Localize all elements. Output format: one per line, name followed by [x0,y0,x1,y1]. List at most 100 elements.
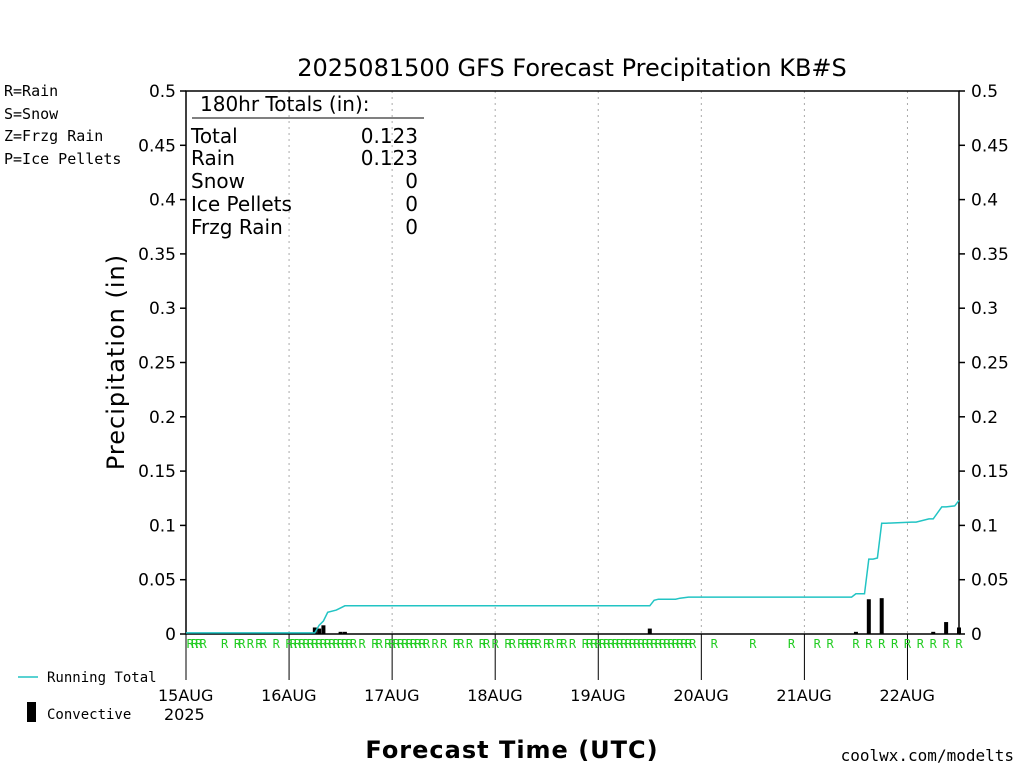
ptype-marker-rain: R [827,637,835,651]
convective-bar [312,627,317,634]
ptype-marker-rain: R [878,637,886,651]
plot-frame [185,90,960,635]
ptype-marker-rain: R [431,637,439,651]
convective-bar [944,622,949,634]
ptype-marker-rain: R [620,637,628,651]
ptype-marker-rain: R [200,637,208,651]
totals-value-ice-pellets: 0 [405,192,418,216]
ptype-marker-rain: R [582,637,590,651]
ptype-marker-rain: R [547,637,555,651]
ptype-marker-rain: R [955,637,963,651]
convective-bar [866,599,871,634]
legend-rain: R=Rain [4,82,58,100]
ptype-marker-rain: R [530,637,538,651]
totals-value-total: 0.123 [361,124,418,148]
ptype-marker-rain: R [689,637,697,651]
y-tick-label-left: 0.1 [149,516,176,536]
convective-bars [312,598,961,634]
ptype-marker-rain: R [393,637,401,651]
ptype-marker-rain: R [195,637,203,651]
ptype-marker-rain: R [904,637,912,651]
legend-running-total-label: Running Total [47,670,157,686]
ptype-marker-rain: R [384,637,392,651]
ptype-marker-rain: R [569,637,577,651]
ptype-marker-rain: R [389,637,397,651]
year-label: 2025 [164,705,205,724]
y-tick-label-left: 0.05 [138,571,176,591]
ptype-marker-rain: R [341,637,349,651]
ptype-marker-rain: R [625,637,633,651]
ptype-marker-rain: R [681,637,689,651]
x-axis-label: Forecast Time (UTC) [365,736,658,764]
ptype-marker-rain: R [543,637,551,651]
running-total-polyline [186,499,960,634]
ptype-marker-rain: R [599,637,607,651]
totals-value-rain: 0.123 [361,146,418,170]
y-tick-label-right: 0.4 [971,191,998,211]
ptype-marker-rain: R [479,637,487,651]
ptype-marker-rain: R [603,637,611,651]
legend-frzg-rain: Z=Frzg Rain [4,127,103,145]
ptype-marker-rain: R [290,637,298,651]
x-tick-label: 21AUG [776,686,831,705]
totals-value-frzg-rain: 0 [405,215,418,239]
ptype-marker-rain: R [419,637,427,651]
y-tick-label-right: 0.2 [971,408,998,428]
ptype-marker-rain: R [221,637,229,651]
ptype-marker-rain: R [556,637,564,651]
ptype-marker-rain: R [608,637,616,651]
ptype-marker-rain: R [350,637,358,651]
x-tick-label: 17AUG [364,686,419,705]
ptype-marker-rain: R [852,637,860,651]
ptype-marker-rain: R [672,637,680,651]
ptype-marker-rain: R [316,637,324,651]
ptype-marker-rain: R [303,637,311,651]
y-tick-label-left: 0.35 [138,245,176,265]
ptype-marker-rain: R [865,637,873,651]
ptype-marker-rain: R [328,637,336,651]
ptype-marker-rain: R [307,637,315,651]
ptype-marker-rain: R [466,637,474,651]
ptype-marker-rain: R [234,637,242,651]
ptype-marker-rain: R [320,637,328,651]
ptype-marker-rain: R [504,637,512,651]
series-legend: Running Total Convective [18,670,157,723]
ptype-marker-rain: R [298,637,306,651]
legend-ice-pellets: P=Ice Pellets [4,150,121,168]
ptype-marker-rain: R [650,637,658,651]
ptype-marker-rain: R [891,637,899,651]
ptype-marker-rain: R [324,637,332,651]
y-tick-label-right: 0.1 [971,516,998,536]
y-tick-label-left: 0.15 [138,462,176,482]
ptype-marker-rain: R [788,637,796,651]
ptype-marker-rain: R [590,637,598,651]
convective-bar [317,628,322,634]
y-tick-label-left: 0.2 [149,408,176,428]
ptype-marker-rain: R [595,637,603,651]
x-tick-label: 15AUG [158,686,213,705]
ptype-marker-rain: R [406,637,414,651]
ptype-marker-rain: R [814,637,822,651]
x-tick-label: 18AUG [467,686,522,705]
ptype-marker-rain: R [749,637,757,651]
y-tick-label-right: 0.45 [971,136,1009,156]
ptype-marker-rain: R [676,637,684,651]
ptype-marker-rain: R [457,637,465,651]
ptype-marker-rain: R [483,637,491,651]
ptype-marker-rain: R [453,637,461,651]
convective-bar [879,598,884,634]
ptype-marker-rain: R [397,637,405,651]
ptype-marker-rain: R [337,637,345,651]
ptype-marker-rain: R [440,637,448,651]
gridlines [186,91,959,635]
ptype-marker-rain: R [655,637,663,651]
ptype-marker-rain: R [191,637,199,651]
ptype-marker-rain: R [294,637,302,651]
y-tick-label-right: 0.3 [971,299,998,319]
legend-convective-label: Convective [47,707,131,723]
ptype-marker-rain: R [629,637,637,651]
ptype-marker-rain: R [711,637,719,651]
y-tick-label-right: 0 [971,625,982,645]
ptype-marker-rain: R [238,637,246,651]
ptype-marker-rain: R [560,637,568,651]
